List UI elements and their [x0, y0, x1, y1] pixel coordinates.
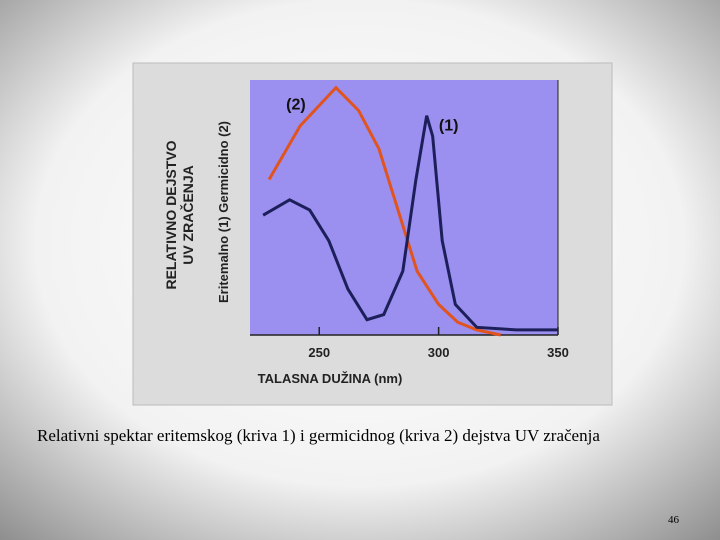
series-label: (1): [439, 118, 459, 135]
x-tick-label: 250: [308, 345, 330, 360]
y-axis-sublabel: Eritemalno (1) Germicidno (2): [216, 121, 231, 303]
line-series: [262, 115, 558, 332]
series-label: (2): [286, 97, 306, 114]
x-axis-label: TALASNA DUŽINA (nm): [258, 371, 403, 386]
caption: Relativni spektar eritemskog (kriva 1) i…: [37, 426, 600, 445]
page-number: 46: [668, 514, 679, 526]
y-axis-label: UV ZRAČENJA: [179, 165, 196, 265]
x-tick-label: 300: [428, 345, 450, 360]
line-series: [267, 85, 502, 337]
plot-area: [250, 80, 558, 335]
x-tick-label: 350: [547, 345, 569, 360]
y-axis-label: RELATIVNO DEJSTVO: [163, 140, 179, 289]
